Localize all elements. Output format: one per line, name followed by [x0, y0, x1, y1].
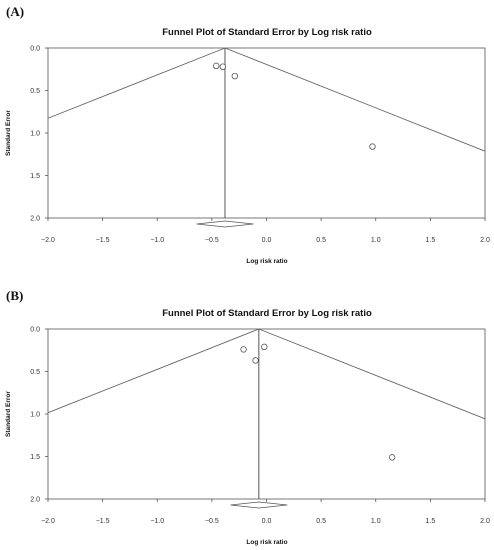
study-point	[231, 72, 239, 80]
x-tick-label: −2.0	[41, 237, 55, 244]
x-tick-label: −1.0	[150, 237, 164, 244]
summary-diamond	[230, 501, 288, 509]
x-axis-label: Log risk ratio	[246, 258, 287, 265]
chart-marks: 0.0 0.5 1.0 1.5 2.0 −2.0 −1.5 −1.0 −0.5 0.0 0.5 1.0…	[30, 327, 490, 526]
y-tick-label: 0.5	[30, 88, 40, 95]
summary-diamond	[196, 220, 254, 228]
x-tick-label: −2.0	[41, 518, 55, 525]
plot-area	[47, 47, 486, 219]
funnel-plot-panel-a: (A) Funnel Plot of Standard Error by Log…	[5, 4, 490, 265]
study-point	[213, 62, 220, 70]
x-tick-label: 1.0	[371, 518, 381, 525]
x-tick-label: −1.5	[96, 518, 110, 525]
x-tick-label: 1.5	[426, 518, 436, 525]
funnel-plot-panel-b: (B) Funnel Plot of Standard Error by Log…	[5, 288, 490, 546]
y-axis-label: Standard Error	[5, 391, 12, 437]
y-tick-label: 2.0	[30, 497, 40, 504]
x-axis-label: Log risk ratio	[246, 539, 287, 546]
y-tick-label: 0.0	[30, 327, 40, 334]
chart-title: Funnel Plot of Standard Error by Log ris…	[162, 27, 372, 38]
study-point	[369, 143, 376, 150]
funnel-left-line	[47, 47, 226, 119]
study-point	[388, 454, 396, 461]
study-point	[240, 346, 247, 353]
y-tick-label: 0.5	[30, 369, 40, 376]
x-tick-label: −1.0	[150, 518, 164, 525]
x-tick-label: 2.0	[480, 237, 490, 244]
y-tick-label: 2.0	[30, 216, 40, 223]
panel-label: (B)	[6, 288, 23, 303]
chart-marks: 0.0 0.5 1.0 1.5 2.0 −2.0 −1.5 −1.0 −0.5 0.0 0.5 1.0…	[30, 46, 490, 245]
chart-title: Funnel Plot of Standard Error by Log ris…	[162, 308, 372, 319]
funnel-right-line	[224, 47, 486, 152]
x-tick-label: 0.5	[316, 237, 326, 244]
y-tick-label: 1.5	[30, 454, 40, 461]
x-tick-label: 1.5	[426, 237, 436, 244]
study-point	[252, 357, 259, 364]
panel-label: (A)	[6, 4, 24, 19]
x-tick-label: 1.0	[371, 237, 381, 244]
y-tick-label: 1.0	[30, 131, 40, 138]
x-tick-label: −0.5	[205, 518, 219, 525]
y-tick-label: 1.0	[30, 412, 40, 419]
x-tick-label: 0.5	[316, 518, 326, 525]
plot-area	[47, 328, 486, 500]
x-tick-label: 2.0	[480, 518, 490, 525]
x-tick-label: −1.5	[96, 237, 110, 244]
x-tick-label: 0.0	[262, 237, 272, 244]
x-tick-label: −0.5	[205, 237, 219, 244]
study-point	[219, 63, 226, 70]
study-point	[261, 343, 268, 351]
y-axis-label: Standard Error	[5, 110, 12, 156]
funnel-right-line	[258, 328, 486, 420]
x-tick-label: 0.0	[262, 518, 272, 525]
funnel-left-line	[47, 328, 260, 414]
y-tick-label: 1.5	[30, 173, 40, 180]
y-tick-label: 0.0	[30, 46, 40, 53]
